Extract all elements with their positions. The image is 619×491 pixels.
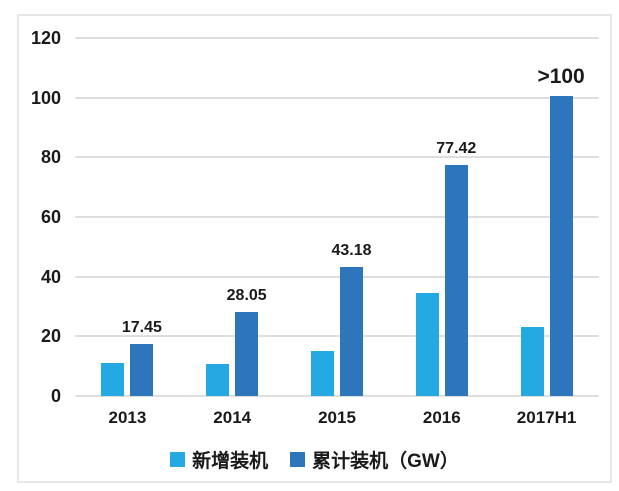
data-label-2015: 43.18 — [331, 242, 372, 260]
x-tick-label-2016: 2016 — [422, 408, 461, 427]
gridline-y-120 — [75, 37, 599, 39]
data-label-2016: 77.42 — [436, 140, 477, 158]
gridline-y-20 — [75, 335, 599, 338]
bar-new-2014 — [206, 364, 230, 396]
data-label-2013: 17.45 — [121, 318, 162, 336]
y-tick-label-0: 0 — [50, 386, 61, 406]
bar-cumulative-2015 — [340, 267, 363, 396]
gridline-y-0 — [75, 395, 599, 397]
bar-new-2013 — [101, 363, 125, 396]
chart-frame: 17.45 28.05 43.18 77.42 >100 0 20 40 60 80 100 120… — [17, 14, 612, 483]
legend: 新增装机 累计装机（GW） — [19, 446, 610, 473]
bar-cumulative-2013 — [130, 343, 154, 396]
legend-label-new-installs: 新增装机 — [192, 451, 269, 472]
legend-item-new-installs: 新增装机 — [170, 446, 268, 473]
legend-swatch-new-installs — [170, 452, 186, 467]
y-tick-label-80: 80 — [40, 147, 61, 168]
gridline-y-40 — [75, 275, 599, 278]
y-tick-label-120: 120 — [30, 28, 61, 48]
y-tick-label-40: 40 — [40, 266, 61, 287]
y-tick-label-100: 100 — [30, 87, 61, 108]
bar-cumulative-2014 — [235, 312, 259, 396]
y-tick-label-60: 60 — [40, 207, 61, 227]
legend-item-cumulative-installs: 累计装机（GW） — [290, 446, 459, 473]
x-tick-label-2017H1: 2017H1 — [516, 408, 577, 427]
legend-label-cumulative-installs: 累计装机（GW） — [312, 451, 459, 472]
x-tick-label-2013: 2013 — [108, 408, 147, 427]
x-tick-label-2015: 2015 — [318, 408, 356, 427]
bar-new-2016 — [415, 293, 439, 396]
gridline-y-60 — [75, 216, 599, 218]
bar-new-2015 — [311, 350, 334, 396]
data-label-2017H1: >100 — [537, 65, 585, 89]
bar-cumulative-2016 — [444, 165, 468, 396]
y-tick-label-20: 20 — [40, 326, 61, 347]
x-tick-label-2014: 2014 — [213, 408, 252, 427]
bar-new-2017H1 — [520, 327, 544, 396]
plot-area: 17.45 28.05 43.18 77.42 >100 — [75, 37, 599, 397]
gridline-y-100 — [75, 96, 599, 99]
legend-swatch-cumulative-installs — [290, 452, 306, 467]
data-label-2014: 28.05 — [226, 287, 267, 305]
gridline-y-80 — [75, 156, 599, 159]
bar-cumulative-2017H1 — [549, 96, 573, 396]
